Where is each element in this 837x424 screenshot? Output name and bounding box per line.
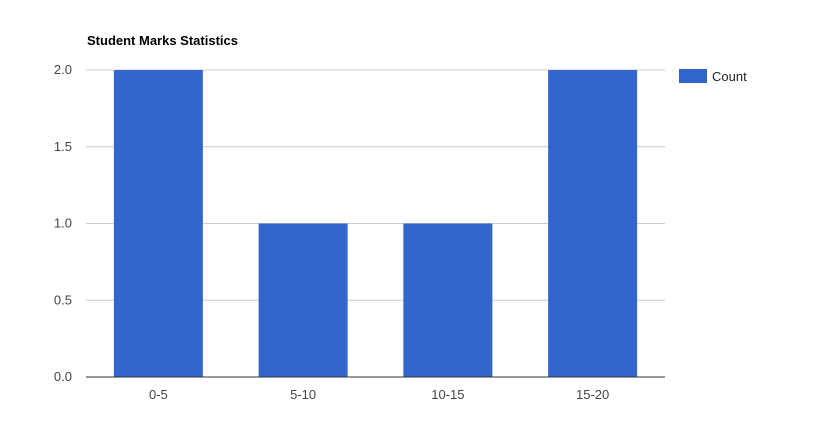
y-tick-label: 0.5 [54, 292, 72, 307]
x-tick-label: 5-10 [290, 387, 316, 402]
y-tick-label: 1.0 [54, 216, 72, 231]
chart-title: Student Marks Statistics [87, 33, 238, 48]
x-tick-label: 0-5 [149, 387, 168, 402]
bar-10-15[interactable] [403, 223, 493, 378]
y-tick-label: 0.0 [54, 369, 72, 384]
y-axis-ticks: 0.0 0.5 1.0 1.5 2.0 [54, 62, 72, 384]
x-tick-label: 10-15 [431, 387, 464, 402]
y-tick-label: 1.5 [54, 139, 72, 154]
x-axis-ticks: 0-5 5-10 10-15 15-20 [149, 387, 609, 402]
legend-swatch-count [679, 69, 707, 83]
bars [113, 70, 638, 378]
legend-label-count: Count [712, 69, 747, 84]
bar-0-5[interactable] [113, 70, 203, 377]
legend[interactable]: Count [679, 69, 747, 84]
bar-15-20[interactable] [548, 70, 638, 377]
y-tick-label: 2.0 [54, 62, 72, 77]
bar-5-10[interactable] [258, 223, 348, 378]
x-tick-label: 15-20 [576, 387, 609, 402]
